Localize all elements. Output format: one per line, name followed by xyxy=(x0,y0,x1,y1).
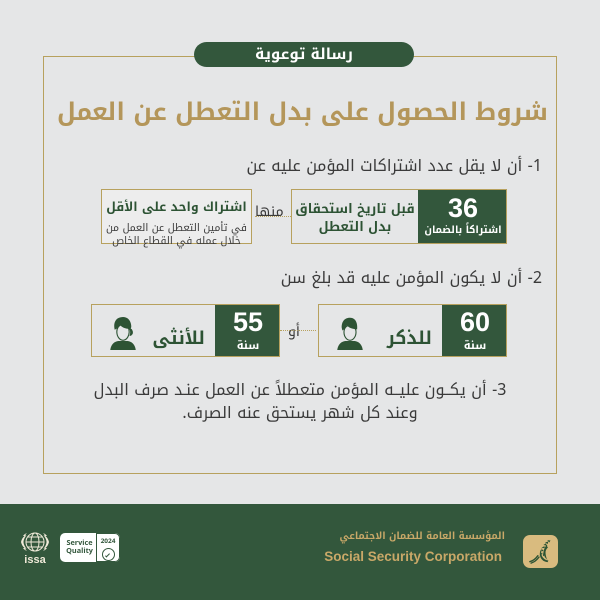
svg-text:issa: issa xyxy=(24,554,46,566)
